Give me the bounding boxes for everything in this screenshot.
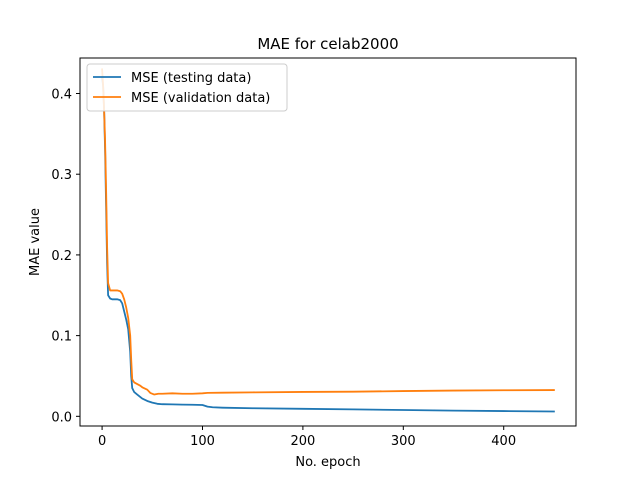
series-line-1 (101, 68, 555, 396)
x-tick-label: 400 (491, 434, 516, 449)
x-tick-label: 0 (98, 434, 106, 449)
series-line-0 (101, 76, 555, 413)
legend-label-1: MSE (validation data) (131, 91, 270, 106)
y-axis-ticks: 0.0 0.1 0.2 0.3 0.4 (51, 88, 80, 425)
plot-area (80, 58, 576, 426)
series-lines (101, 68, 555, 413)
y-tick-label: 0.2 (51, 249, 72, 264)
legend: MSE (testing data) MSE (validation data) (86, 63, 288, 112)
y-tick-label: 0.4 (51, 88, 72, 103)
legend-box (86, 63, 288, 112)
x-tick-label: 300 (391, 434, 416, 449)
y-axis-label: MAE value (28, 208, 43, 276)
y-tick-label: 0.1 (51, 330, 72, 345)
x-tick-label: 200 (290, 434, 315, 449)
legend-label-0: MSE (testing data) (131, 71, 251, 86)
y-tick-label: 0.0 (51, 410, 72, 425)
y-tick-label: 0.3 (51, 168, 72, 183)
x-axis-ticks: 0 100 200 300 400 (98, 426, 516, 449)
chart-title: MAE for celab2000 (257, 35, 398, 53)
x-tick-label: 100 (190, 434, 215, 449)
x-axis-label: No. epoch (295, 455, 360, 470)
plot-frame (79, 57, 577, 427)
